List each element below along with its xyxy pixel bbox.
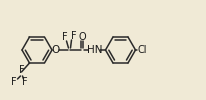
Text: O: O: [51, 45, 59, 55]
Text: F: F: [19, 65, 24, 75]
Text: F: F: [61, 32, 67, 42]
Text: Cl: Cl: [137, 45, 146, 55]
Text: F: F: [22, 77, 27, 87]
Text: F: F: [11, 77, 16, 87]
Text: F: F: [70, 31, 76, 41]
Text: O: O: [78, 32, 86, 42]
Text: HN: HN: [86, 45, 102, 55]
